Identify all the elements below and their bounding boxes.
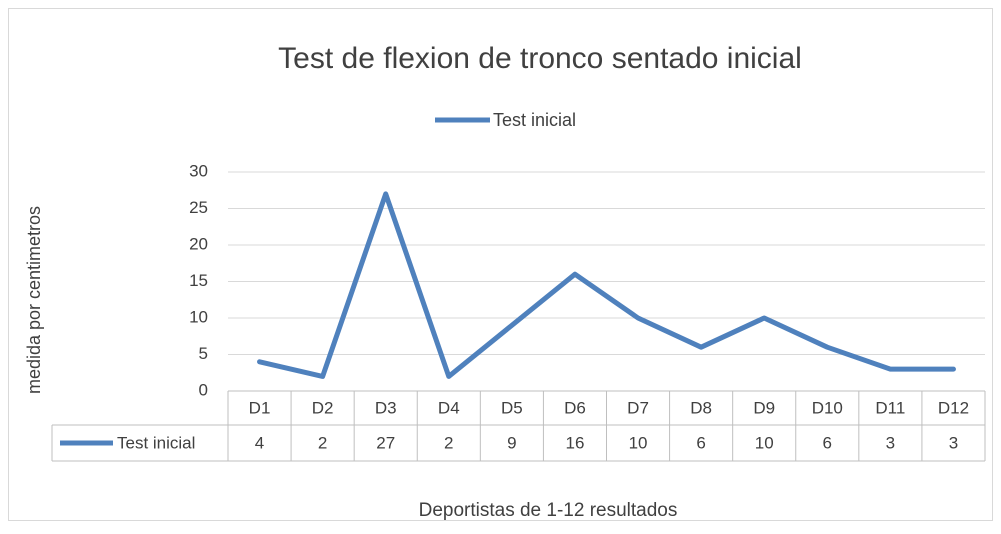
table-value: 10: [755, 433, 774, 452]
chart-border: [8, 8, 993, 521]
table-value: 4: [255, 433, 264, 452]
table-value: 2: [444, 433, 453, 452]
x-tick-label: D9: [753, 398, 775, 417]
x-tick-label: D8: [690, 398, 712, 417]
table-value: 2: [318, 433, 327, 452]
x-tick-label: D5: [501, 398, 523, 417]
table-value: 27: [376, 433, 395, 452]
y-tick-label: 10: [189, 307, 208, 326]
y-tick-label: 15: [189, 271, 208, 290]
series-line: [257, 191, 956, 379]
table-series-name: Test inicial: [117, 433, 195, 452]
x-tick-label: D12: [938, 398, 969, 417]
table-value: 16: [565, 433, 584, 452]
table-value: 9: [507, 433, 516, 452]
x-tick-label: D4: [438, 398, 460, 417]
y-tick-label: 20: [189, 234, 208, 253]
table-value: 6: [696, 433, 705, 452]
table-value: 3: [949, 433, 958, 452]
y-tick-label: 25: [189, 198, 208, 217]
table-value: 10: [629, 433, 648, 452]
x-tick-label: D1: [249, 398, 271, 417]
x-axis-title: Deportistas de 1-12 resultados: [419, 500, 678, 521]
x-tick-label: D6: [564, 398, 586, 417]
x-tick-label: D2: [312, 398, 334, 417]
y-tick-label: 0: [199, 380, 208, 399]
table-value: 3: [886, 433, 895, 452]
x-tick-label: D3: [375, 398, 397, 417]
y-tick-label: 5: [199, 344, 208, 363]
table-value: 6: [823, 433, 832, 452]
x-tick-label: D11: [875, 398, 905, 417]
y-axis-title: medida por centimetros: [24, 206, 44, 394]
x-tick-label: D7: [627, 398, 649, 417]
y-tick-label: 30: [189, 161, 208, 180]
chart-title: Test de flexion de tronco sentado inicia…: [278, 42, 802, 75]
x-tick-label: D10: [812, 398, 843, 417]
legend-label: Test inicial: [493, 110, 576, 130]
